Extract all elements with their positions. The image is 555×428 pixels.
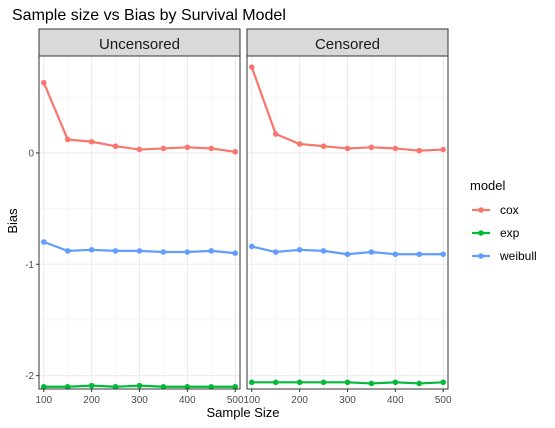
data-point-exp-censored: [296, 379, 303, 386]
data-point-weibull-uncensored: [112, 248, 119, 254]
data-point-exp-uncensored: [40, 383, 47, 390]
data-point-exp-uncensored: [136, 382, 143, 389]
data-point-exp-uncensored: [184, 383, 191, 390]
y-tick-label: 0: [28, 148, 34, 159]
x-axis-label: Sample Size: [207, 405, 280, 420]
y-axis-label: Bias: [5, 208, 20, 234]
data-point-cox-censored: [272, 131, 279, 137]
data-point-weibull-censored: [320, 248, 327, 254]
data-point-cox-censored: [440, 146, 447, 153]
data-point-cox-uncensored: [232, 148, 239, 155]
data-point-weibull-censored: [392, 251, 399, 258]
data-point-weibull-uncensored: [208, 248, 215, 254]
data-point-cox-uncensored: [160, 145, 167, 152]
x-tick-label: 400: [387, 395, 404, 406]
data-point-weibull-censored: [272, 249, 279, 255]
data-point-cox-censored: [296, 141, 303, 147]
data-point-weibull-censored: [416, 251, 423, 258]
data-point-weibull-uncensored: [232, 250, 239, 256]
data-point-cox-censored: [320, 143, 327, 150]
data-point-cox-censored: [416, 147, 423, 154]
legend-key-point-exp: [478, 230, 484, 236]
panels-group: Uncensored 100 200 300 400 500 0 -1 -2 Censored 10…: [25, 28, 452, 406]
data-point-exp-uncensored: [112, 383, 119, 390]
y-tick-label: -1: [25, 260, 34, 271]
data-point-weibull-uncensored: [160, 249, 167, 255]
data-point-cox-uncensored: [136, 146, 143, 153]
data-point-exp-uncensored: [232, 383, 239, 390]
facet-label-censored: Censored: [315, 36, 380, 53]
x-tick-label: 200: [83, 395, 100, 406]
data-point-exp-censored: [440, 379, 447, 386]
data-point-weibull-uncensored: [136, 248, 143, 254]
data-point-exp-censored: [248, 379, 255, 386]
data-point-exp-censored: [416, 380, 423, 387]
data-point-weibull-censored: [440, 251, 447, 258]
facet-label-uncensored: Uncensored: [99, 36, 180, 53]
data-point-cox-uncensored: [64, 136, 71, 143]
chart-title: Sample size vs Bias by Survival Model: [12, 7, 286, 24]
x-tick-label: 100: [243, 395, 260, 406]
data-point-cox-censored: [368, 144, 375, 151]
x-tick-label: 200: [291, 395, 308, 406]
data-point-cox-uncensored: [184, 144, 191, 151]
legend-title: model: [470, 178, 506, 193]
data-point-weibull-uncensored: [184, 249, 191, 255]
legend-key-point-cox: [478, 207, 484, 213]
data-point-exp-uncensored: [64, 383, 71, 390]
data-point-cox-censored: [344, 145, 351, 152]
legend-label-cox: cox: [500, 203, 519, 217]
data-point-cox-uncensored: [208, 145, 215, 152]
data-point-exp-censored: [344, 379, 351, 386]
facet-strip-uncensored: [38, 28, 241, 57]
legend-label-exp: exp: [500, 226, 520, 240]
data-point-weibull-censored: [296, 246, 303, 253]
x-tick-label: 100: [35, 395, 52, 406]
data-point-weibull-uncensored: [88, 246, 95, 253]
data-point-exp-uncensored: [160, 383, 167, 390]
legend: model cox exp weibull: [470, 178, 537, 263]
x-tick-label: 500: [227, 395, 244, 406]
data-point-cox-uncensored: [40, 79, 47, 86]
x-tick-label: 300: [339, 395, 356, 406]
x-tick-label: 400: [179, 395, 196, 406]
data-point-weibull-censored: [248, 243, 255, 250]
data-point-weibull-censored: [344, 251, 351, 258]
data-point-cox-censored: [392, 145, 399, 152]
data-point-exp-uncensored: [88, 382, 95, 389]
data-point-weibull-uncensored: [40, 239, 47, 245]
x-tick-label: 300: [131, 395, 148, 406]
data-point-exp-censored: [272, 379, 279, 386]
legend-label-weibull: weibull: [499, 249, 537, 263]
y-tick-label: -2: [25, 371, 34, 382]
data-point-cox-uncensored: [88, 138, 95, 145]
x-tick-label: 500: [435, 395, 452, 406]
data-point-weibull-censored: [368, 249, 375, 255]
data-point-exp-uncensored: [208, 383, 215, 390]
data-point-weibull-uncensored: [64, 248, 71, 254]
data-point-exp-censored: [320, 379, 327, 386]
data-point-cox-censored: [248, 64, 255, 70]
data-point-exp-censored: [392, 379, 399, 386]
data-point-exp-censored: [368, 380, 375, 387]
data-point-cox-uncensored: [112, 143, 119, 150]
legend-key-point-weibull: [478, 253, 484, 259]
